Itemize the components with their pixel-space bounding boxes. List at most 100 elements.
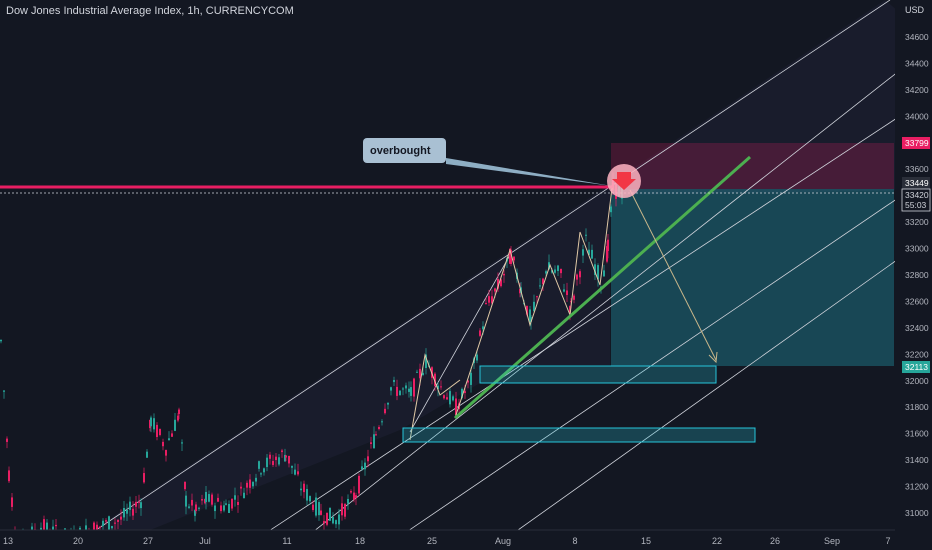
- candle-body: [455, 398, 457, 415]
- candle-body: [560, 268, 562, 274]
- time-axis[interactable]: [0, 529, 932, 550]
- candle-body: [114, 522, 116, 524]
- channel-line-3: [239, 94, 932, 550]
- candle-body: [425, 354, 427, 368]
- price-axis[interactable]: USD: [895, 0, 932, 530]
- candle-body: [338, 514, 340, 525]
- candle-body: [381, 421, 383, 423]
- channel-line-2: [289, 44, 932, 550]
- candle-body: [446, 397, 448, 400]
- candle-body: [231, 498, 233, 509]
- candle-body: [529, 309, 531, 323]
- candle-body: [367, 456, 369, 462]
- candle-body: [11, 497, 13, 507]
- time-tick-label: 7: [885, 536, 890, 546]
- candle-body: [191, 499, 193, 506]
- candle-body: [263, 468, 265, 473]
- demand-box-2[interactable]: [402, 427, 756, 443]
- price-tick-label: 34600: [905, 32, 929, 42]
- candle-body: [419, 368, 421, 379]
- candle-body: [252, 482, 254, 487]
- candle-body: [188, 506, 190, 508]
- price-tick-label: 34400: [905, 58, 929, 68]
- candle-body: [93, 522, 95, 535]
- candle-body: [198, 507, 200, 509]
- candle-body: [503, 273, 505, 276]
- candle-body: [181, 442, 183, 444]
- candle-body: [375, 434, 377, 436]
- candle-body: [341, 503, 343, 516]
- candle-body: [500, 279, 502, 287]
- trend-line[interactable]: [454, 155, 751, 420]
- candle-body: [201, 499, 203, 501]
- candle-body: [591, 249, 593, 259]
- candle-body: [6, 438, 8, 442]
- candle-body: [194, 510, 196, 516]
- candle-body: [108, 516, 110, 532]
- candle-body: [258, 461, 260, 469]
- candle-body: [85, 525, 87, 531]
- wave-pattern-early[interactable]: [409, 353, 461, 441]
- candle-body: [597, 265, 599, 280]
- price-tick-label: 32200: [905, 349, 929, 359]
- candle-body: [162, 441, 164, 447]
- demand-box-1[interactable]: [479, 365, 717, 384]
- candle-body: [138, 501, 140, 503]
- candle-body: [46, 522, 48, 530]
- candle-body: [384, 408, 386, 414]
- candle-body: [214, 505, 216, 512]
- candle-body: [585, 234, 587, 236]
- time-tick-label: 22: [712, 536, 722, 546]
- candle-body: [353, 492, 355, 500]
- candle-body: [220, 505, 222, 512]
- target-zone[interactable]: [611, 189, 894, 366]
- down-arrow-marker[interactable]: [607, 164, 641, 198]
- time-tick-label: Jul: [199, 536, 211, 546]
- candle-body: [548, 262, 550, 270]
- candle-body: [246, 482, 248, 488]
- candle-body: [278, 457, 280, 465]
- candle-body: [303, 483, 305, 493]
- time-tick-label: Sep: [824, 536, 840, 546]
- candle-body: [361, 466, 363, 470]
- candle-body: [526, 305, 528, 315]
- candle-body: [288, 455, 290, 464]
- candle-body: [150, 417, 152, 427]
- candle-body: [530, 317, 532, 322]
- candle-body: [156, 424, 158, 437]
- currency-label: USD: [905, 5, 925, 15]
- candle-body: [143, 473, 145, 483]
- candle-body: [510, 249, 512, 264]
- candle-body: [396, 386, 398, 396]
- candle-body: [573, 295, 575, 300]
- wave-pattern[interactable]: [454, 187, 613, 419]
- candle-body: [437, 385, 439, 390]
- candle-body: [566, 290, 568, 295]
- channel-line-lower: [489, 234, 932, 550]
- candle-body: [610, 206, 612, 213]
- candle-body: [551, 270, 553, 273]
- candle-body: [8, 470, 10, 482]
- stop-zone[interactable]: [611, 143, 894, 189]
- candle-body: [603, 270, 605, 277]
- candle-body: [569, 306, 571, 313]
- svg-text:33449: 33449: [905, 178, 929, 188]
- price-tick-label: 33000: [905, 244, 929, 254]
- candle-body: [588, 249, 590, 255]
- projection-arrow[interactable]: [629, 189, 717, 361]
- candle-body: [335, 520, 337, 525]
- candle-body: [315, 497, 317, 516]
- candle-body: [225, 503, 227, 505]
- candle-body: [243, 492, 245, 499]
- candle-body: [184, 481, 186, 490]
- channel-shading: [90, 0, 932, 550]
- time-tick-label: 11: [282, 536, 291, 546]
- candle-body: [272, 461, 274, 465]
- down-arrow-icon: [612, 172, 636, 190]
- candle-body: [387, 402, 389, 405]
- pitchfork-lines[interactable]: [89, 0, 932, 550]
- candle-body: [269, 454, 271, 459]
- candle-body: [350, 491, 352, 493]
- overbought-callout[interactable]: overbought: [363, 138, 612, 186]
